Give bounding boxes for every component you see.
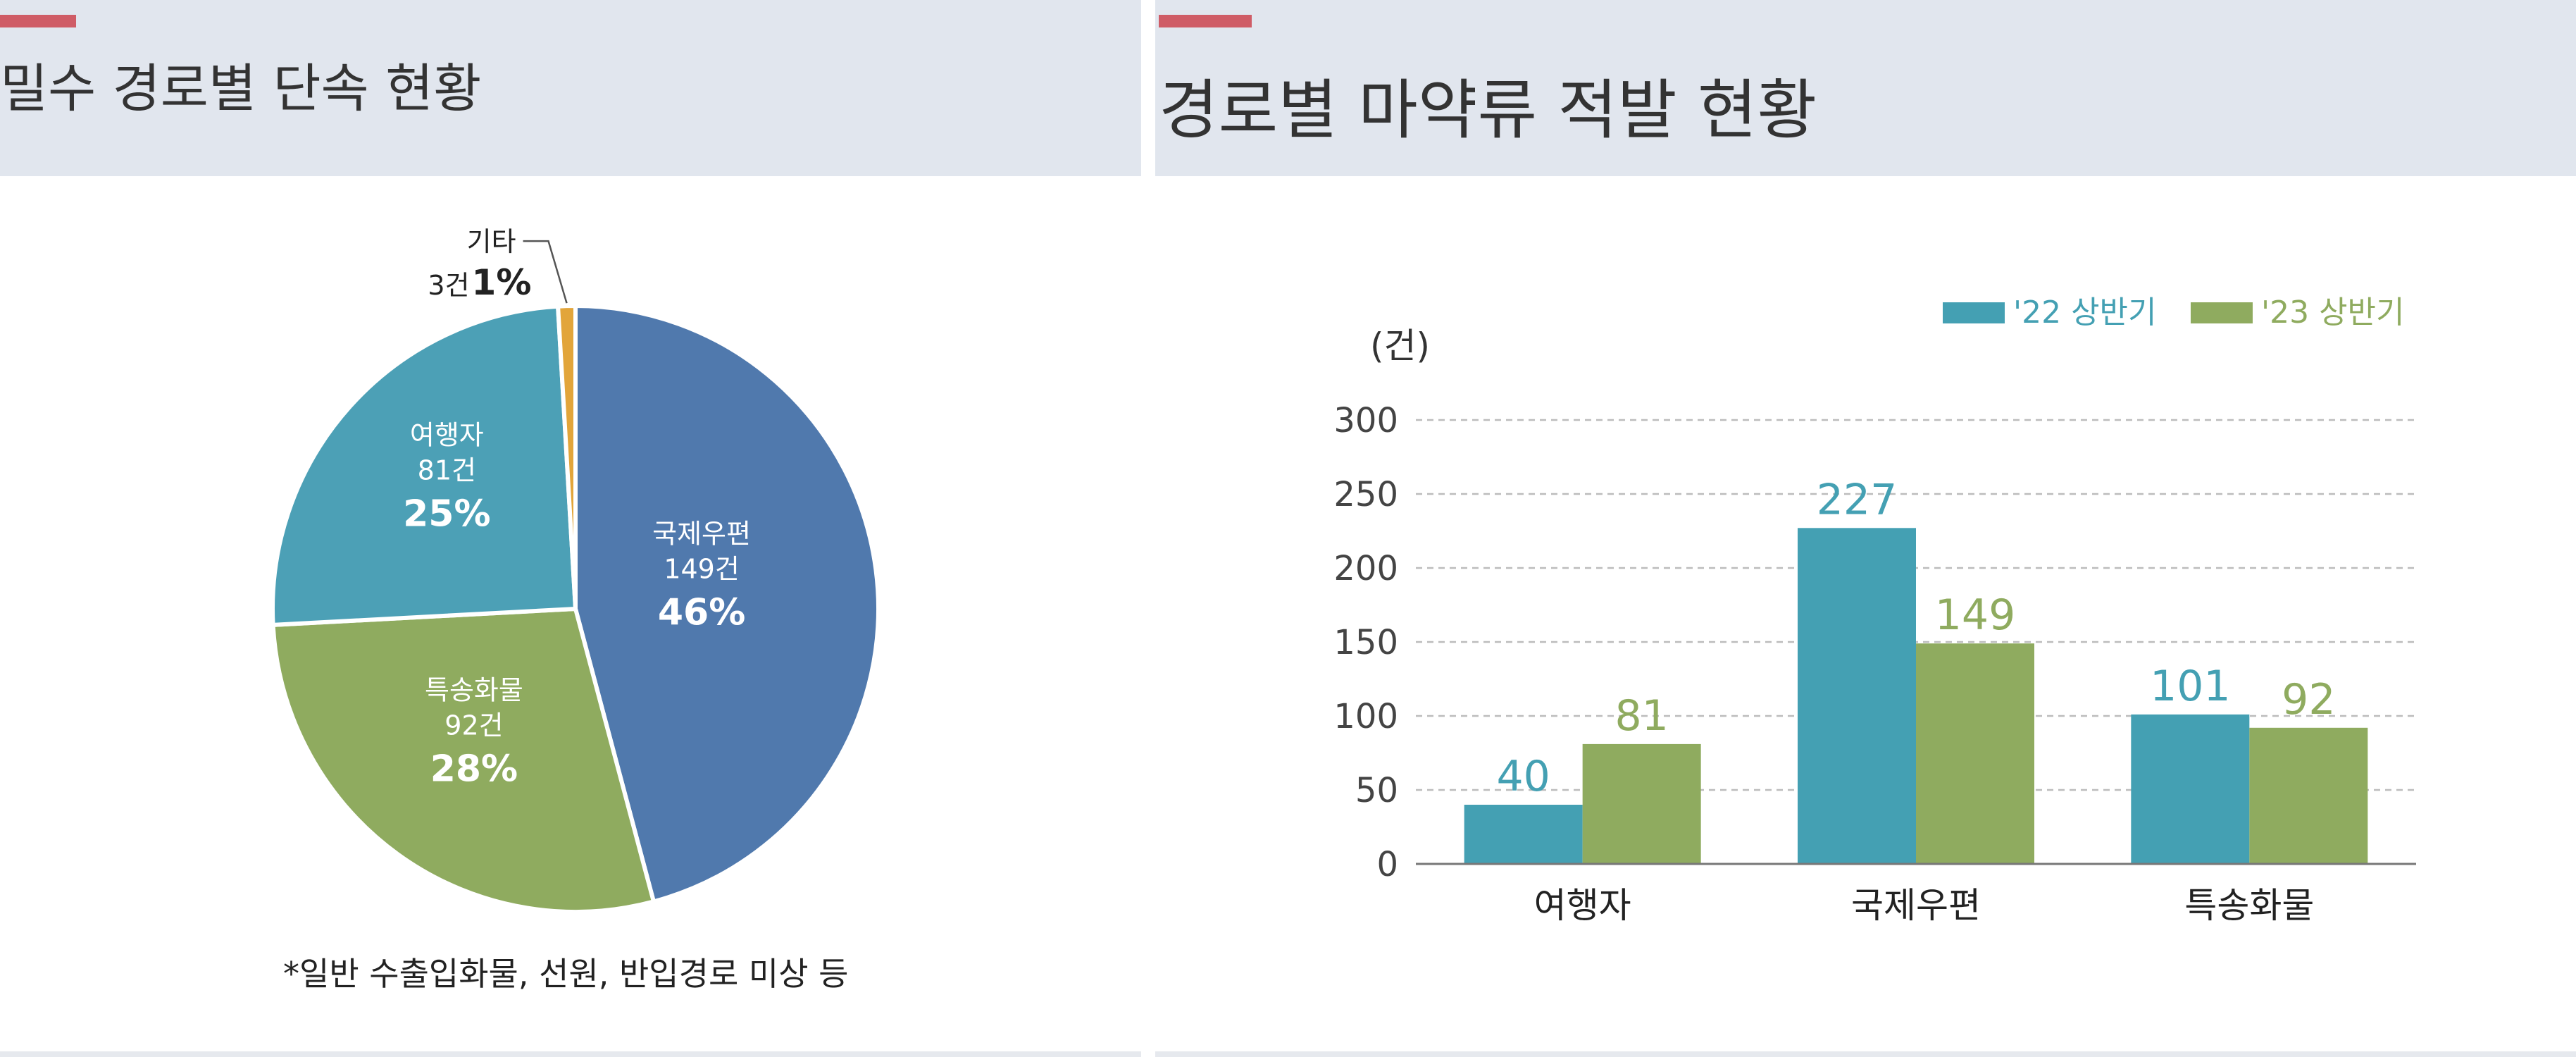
- bar-b-b: [1916, 643, 2034, 864]
- bar-value-label-b-b: 149: [1935, 591, 2016, 640]
- bar-value-label-a-c: 101: [2150, 662, 2231, 711]
- bar-value-label-a-a: 40: [1496, 752, 1550, 801]
- y-axis-unit: (건): [1370, 326, 1430, 366]
- pie-slice-postal: [573, 304, 881, 904]
- left-panel-title: 밀수 경로별 단속 현황: [0, 58, 482, 119]
- left-accent-bar: [0, 15, 76, 27]
- legend-swatch-a: [1943, 302, 2005, 323]
- pie-count-other: 3건: [428, 270, 469, 301]
- pie-slice-cargo: [270, 607, 656, 914]
- y-tick-label-250: 250: [1333, 475, 1398, 514]
- bar-b-a: [1582, 743, 1701, 864]
- left-panel: 밀수 경로별 단속 현황 국제우편 149건 46% 특송화물 92건 28% 여행자 81건…: [0, 0, 1141, 1057]
- pie-label-traveler: 여행자: [410, 420, 484, 451]
- pie-count-postal: 149건: [664, 553, 740, 584]
- bar-b-c: [2249, 727, 2368, 864]
- pie-footnote: *일반 수출입화물, 선원, 반입경로 미상 등: [283, 955, 849, 993]
- pie-percent-traveler: 25%: [403, 493, 490, 536]
- left-bottom-line: [0, 1051, 1141, 1057]
- y-tick-label-100: 100: [1333, 697, 1398, 736]
- legend-label-b: '23 상반기: [2261, 295, 2405, 330]
- y-tick-label-50: 50: [1355, 771, 1398, 810]
- pie-slice-other: [556, 304, 578, 611]
- pie-slice-traveler: [270, 304, 578, 627]
- y-tick-label-300: 300: [1333, 401, 1398, 440]
- x-category-label-a: 여행자: [1534, 885, 1631, 926]
- pie-percent-cargo: 28%: [430, 748, 518, 790]
- right-bottom-line: [1155, 1051, 2576, 1057]
- y-tick-label-0: 0: [1376, 845, 1398, 884]
- bar-value-label-a-b: 227: [1817, 475, 1898, 524]
- left-header: 밀수 경로별 단속 현황: [0, 0, 1141, 176]
- bar-a-b: [1798, 528, 1916, 864]
- pie-percent-other: 1%: [472, 262, 532, 303]
- x-category-label-b: 국제우편: [1851, 885, 1981, 926]
- x-category-label-c: 특송화물: [2184, 885, 2314, 926]
- right-panel: 경로별 마약류 적발 현황 (건) 0 50 100 150 200 250 300 40 81 여…: [1155, 0, 2576, 1057]
- bar-value-label-b-a: 81: [1614, 691, 1668, 741]
- pie-label-cargo: 특송화물: [425, 674, 523, 705]
- pie-label-other: 기타: [467, 226, 516, 257]
- legend-swatch-b: [2191, 302, 2253, 323]
- pie-leader-line-other: [523, 240, 568, 304]
- right-header: 경로별 마약류 적발 현황: [1155, 0, 2576, 176]
- bar-a-c: [2131, 714, 2250, 864]
- y-tick-label-200: 200: [1333, 549, 1398, 588]
- pie-count-cargo: 92건: [444, 710, 503, 741]
- bar-chart: (건) 0 50 100 150 200 250 300 40 81 여행자 227 149 국제우편 10…: [1333, 295, 2416, 926]
- pie-chart: 국제우편 149건 46% 특송화물 92건 28% 여행자 81건 25% 기타 3건 1%: [270, 226, 881, 914]
- y-tick-label-150: 150: [1333, 623, 1398, 662]
- pie-count-traveler: 81건: [418, 455, 476, 486]
- right-accent-bar: [1159, 15, 1252, 27]
- right-panel-title: 경로별 마약류 적발 현황: [1159, 73, 1817, 148]
- bar-a-a: [1464, 805, 1583, 864]
- pie-label-postal: 국제우편: [652, 518, 751, 549]
- pie-percent-postal: 46%: [658, 591, 745, 633]
- legend-label-a: '22 상반기: [2013, 295, 2157, 330]
- bar-value-label-b-c: 92: [2282, 675, 2335, 724]
